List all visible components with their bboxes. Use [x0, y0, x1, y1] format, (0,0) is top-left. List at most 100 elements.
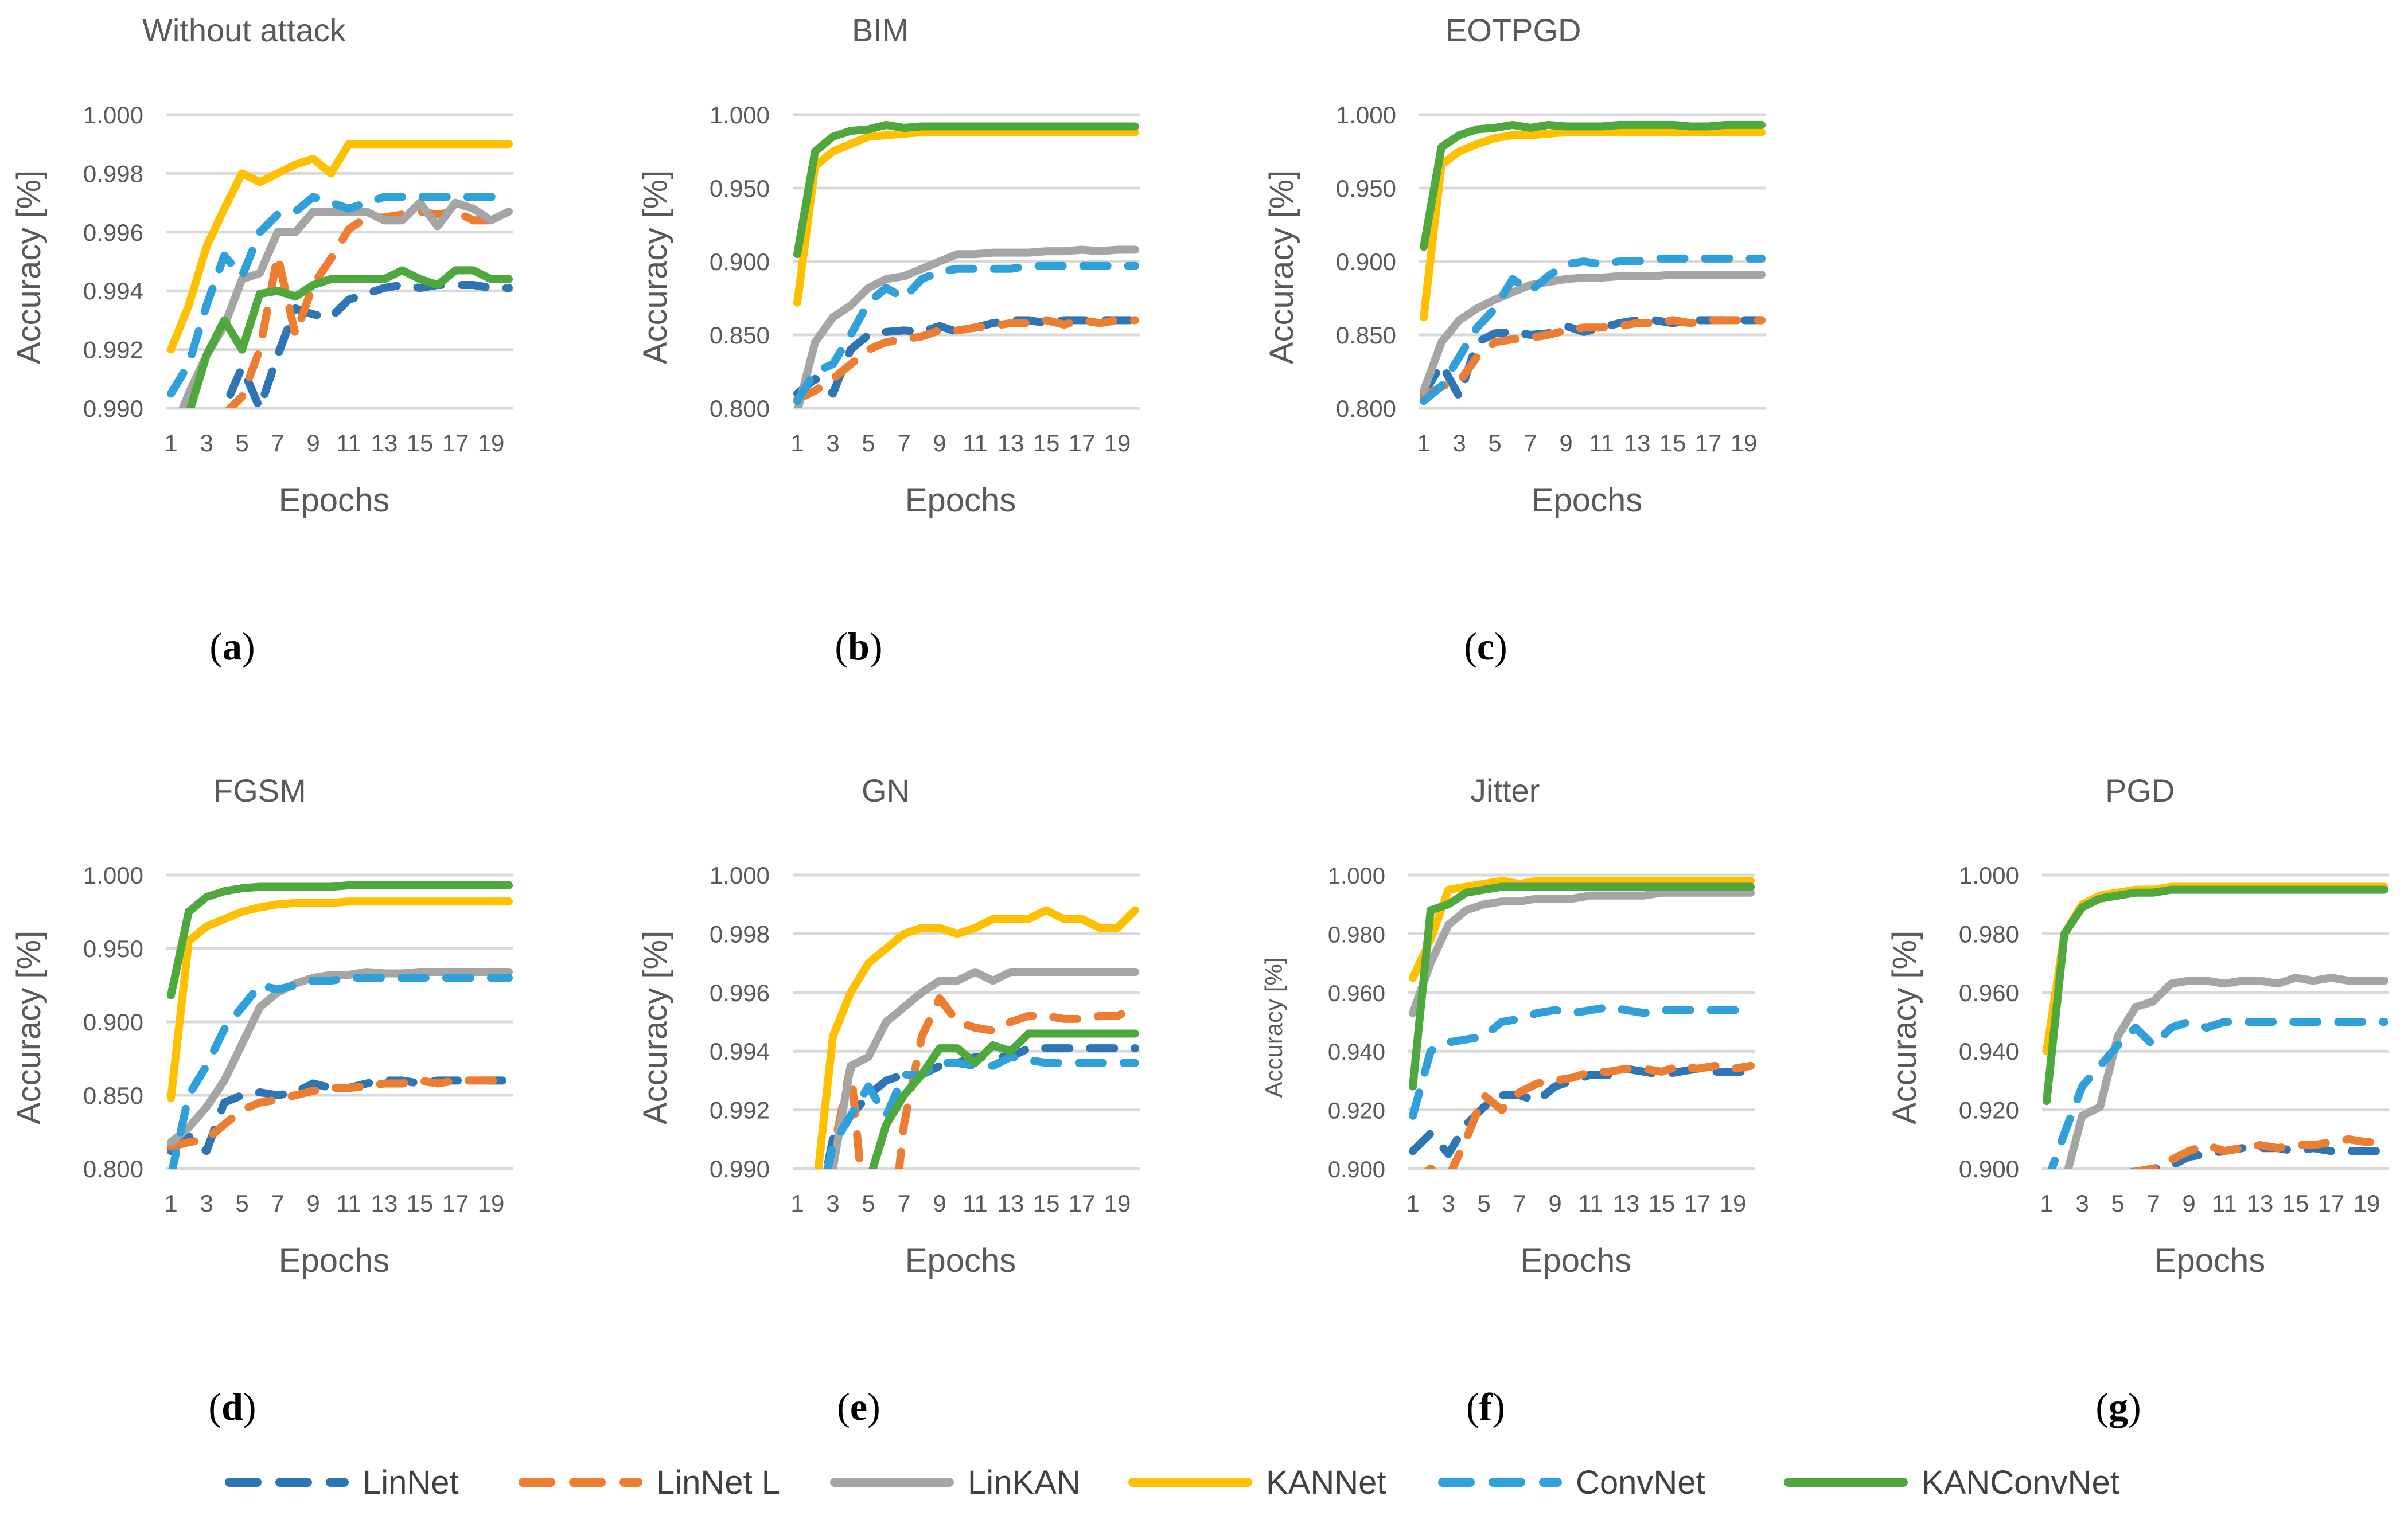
x-tick-label: 15 — [1033, 1190, 1060, 1217]
panel-label-b: (b) — [835, 624, 882, 668]
series-line-linnet-l — [825, 994, 1139, 1169]
legend-label: LinNet L — [656, 1464, 780, 1501]
series-line-kanconvnet — [1409, 882, 1755, 1091]
y-tick-label: 0.994 — [83, 278, 143, 304]
x-tick-label: 17 — [442, 1190, 469, 1217]
series-group-d — [167, 881, 513, 1169]
series-line-linnet-l — [167, 1076, 513, 1151]
y-tick-label: 1.000 — [83, 101, 143, 128]
x-tick-label: 7 — [271, 429, 284, 456]
series-group-g — [2043, 882, 2388, 1169]
y-axis-title: Accuracy [%] — [1886, 931, 1923, 1124]
y-tick-label: 0.920 — [1328, 1099, 1385, 1124]
x-tick-label: 15 — [1659, 429, 1686, 456]
y-tick-label: 0.990 — [710, 1155, 770, 1182]
y-tick-label: 0.960 — [1328, 981, 1385, 1006]
y-tick-label: 0.990 — [83, 395, 143, 422]
y-tick-label: 0.850 — [1336, 322, 1396, 349]
y-tick-label: 1.000 — [1328, 864, 1385, 889]
y-tick-label: 0.900 — [710, 248, 770, 275]
x-axis-title: Epochs — [905, 1242, 1016, 1279]
x-tick-label: 3 — [1441, 1190, 1455, 1217]
x-tick-label: 7 — [1523, 429, 1537, 456]
x-tick-label: 11 — [963, 429, 988, 456]
y-tick-label: 0.960 — [1959, 979, 2019, 1006]
y-tick-label: 0.998 — [83, 160, 143, 187]
series-line-kanconvnet — [2043, 885, 2388, 1106]
x-tick-label: 5 — [862, 429, 875, 456]
x-tick-label: 1 — [790, 1190, 804, 1217]
y-tick-label: 0.992 — [710, 1097, 770, 1124]
series-line-linnet-l — [1420, 316, 1766, 401]
x-tick-label: 17 — [442, 429, 469, 456]
chart-title-f: Jitter — [1470, 772, 1540, 809]
chart-title-d: FGSM — [213, 772, 306, 809]
y-tick-label: 0.920 — [1959, 1097, 2019, 1124]
series-line-kanconvnet — [1420, 120, 1766, 251]
series-line-linkan — [828, 968, 1139, 1169]
series-line-linnet-l — [2132, 1135, 2388, 1169]
y-tick-label: 0.992 — [83, 337, 143, 364]
series-line-kannet — [793, 128, 1139, 307]
series-line-linnet — [793, 316, 1139, 398]
x-tick-label: 13 — [998, 429, 1024, 456]
x-axis-title: Epochs — [279, 482, 389, 519]
x-tick-label: 11 — [336, 429, 361, 456]
x-tick-label: 17 — [1069, 1190, 1096, 1217]
x-tick-label: 13 — [998, 1190, 1024, 1217]
series-line-linnet — [219, 281, 513, 408]
x-tick-label: 3 — [1452, 429, 1466, 456]
legend-label: ConvNet — [1576, 1464, 1705, 1501]
x-tick-label: 19 — [1731, 429, 1758, 456]
legend-item-linkan: LinKAN — [830, 1464, 1081, 1501]
x-tick-label: 9 — [1548, 1190, 1561, 1217]
series-line-convnet — [1409, 1003, 1755, 1120]
x-tick-label: 9 — [2182, 1190, 2195, 1217]
y-tick-label: 0.996 — [710, 979, 770, 1006]
series-line-convnet — [168, 974, 513, 1169]
x-tick-label: 19 — [478, 1190, 505, 1217]
x-tick-label: 13 — [1624, 429, 1651, 456]
series-line-convnet — [2047, 1018, 2388, 1169]
series-line-linkan — [2064, 974, 2388, 1169]
x-tick-label: 7 — [271, 1190, 284, 1217]
legend-label: KANConvNet — [1922, 1464, 2119, 1501]
x-tick-label: 15 — [407, 429, 434, 456]
series-line-convnet — [793, 261, 1139, 405]
chart-title-g: PGD — [2105, 772, 2175, 809]
x-tick-label: 5 — [2111, 1190, 2124, 1217]
y-tick-label: 0.850 — [83, 1082, 143, 1109]
y-tick-label: 0.900 — [1336, 248, 1396, 275]
series-line-convnet — [823, 1053, 1139, 1169]
series-line-linnet — [1409, 1064, 1755, 1158]
series-line-kannet — [1409, 877, 1755, 982]
legend-label: LinKAN — [968, 1464, 1081, 1501]
chart-panel-a: Without attack 0.990 0.992 0.994 0.996 0.998 1… — [10, 12, 513, 668]
x-tick-label: 11 — [336, 1190, 361, 1217]
series-line-linnet-l — [793, 316, 1139, 404]
x-tick-label: 11 — [1578, 1190, 1603, 1217]
y-tick-label: 0.996 — [83, 219, 143, 246]
series-line-kannet — [167, 897, 513, 1103]
y-tick-label: 0.950 — [1336, 175, 1396, 202]
legend-item-kanconvnet: KANConvNet — [1784, 1464, 2119, 1501]
y-tick-label: 1.000 — [710, 862, 770, 889]
x-tick-label: 9 — [306, 1190, 319, 1217]
series-line-linnet — [2128, 1144, 2388, 1169]
x-tick-label: 3 — [826, 429, 839, 456]
y-tick-label: 0.800 — [83, 1155, 143, 1182]
series-line-convnet — [167, 193, 513, 398]
x-tick-label: 9 — [306, 429, 319, 456]
x-tick-label: 11 — [1589, 429, 1614, 456]
y-tick-label: 1.000 — [710, 101, 770, 128]
legend-item-kannet: KANNet — [1128, 1464, 1386, 1501]
x-tick-label: 5 — [235, 429, 248, 456]
x-tick-label: 7 — [1513, 1190, 1526, 1217]
x-tick-label: 17 — [1684, 1190, 1711, 1217]
y-axis-title: Accuracy [%] — [10, 170, 48, 364]
x-tick-label: 13 — [371, 1190, 398, 1217]
x-tick-label: 5 — [235, 1190, 248, 1217]
